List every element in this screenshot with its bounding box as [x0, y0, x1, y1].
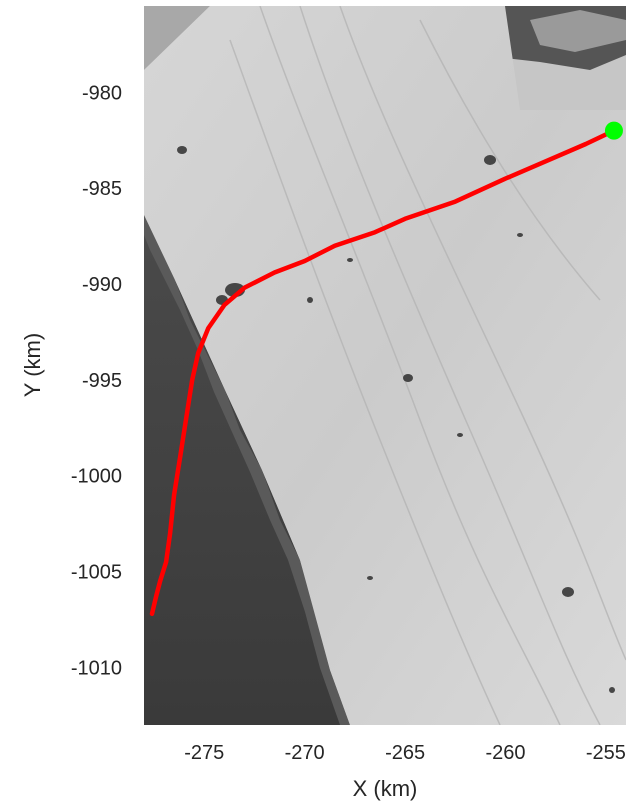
x-tick-label: -265 — [385, 742, 425, 764]
y-tick-label: -990 — [82, 274, 122, 296]
y-tick-label: -985 — [82, 178, 122, 200]
y-tick-label: -1000 — [71, 466, 122, 488]
trajectory-line-0 — [149, 128, 617, 617]
x-tick-label: -255 — [586, 742, 626, 764]
x-tick-label: -270 — [285, 742, 325, 764]
satellite-background — [144, 6, 626, 725]
start-marker-0 — [604, 121, 623, 140]
y-axis-label: Y (km) — [20, 333, 45, 397]
x-axis-label: X (km) — [353, 776, 418, 801]
y-tick-label: -995 — [82, 370, 122, 392]
y-tick-label: -1005 — [71, 562, 122, 584]
y-tick-label: -980 — [82, 82, 122, 104]
x-tick-label: -275 — [184, 742, 224, 764]
x-tick-label: -260 — [485, 742, 525, 764]
y-tick-label: -1010 — [71, 657, 122, 679]
